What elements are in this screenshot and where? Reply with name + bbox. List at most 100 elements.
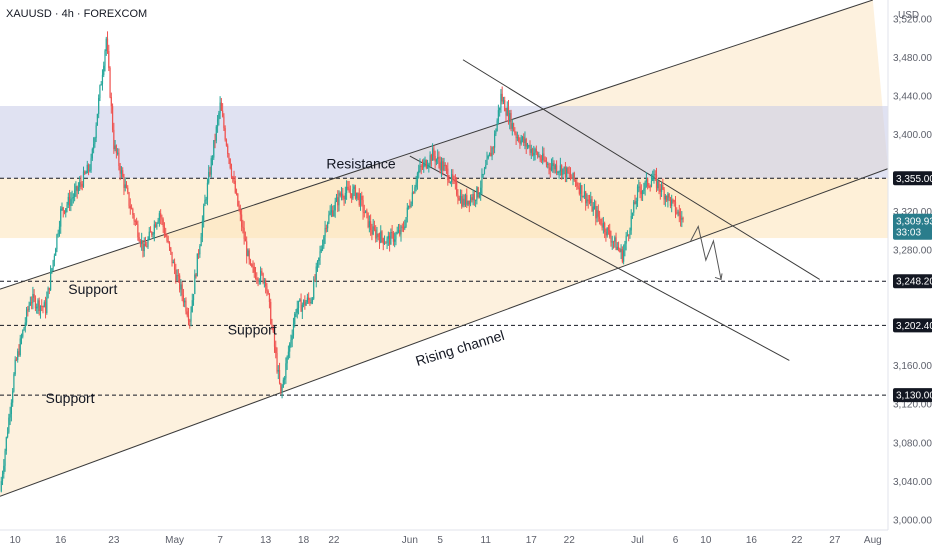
candle-body <box>358 193 360 206</box>
candle-body <box>158 213 160 221</box>
candle-body <box>194 274 196 295</box>
candle-body <box>447 168 449 180</box>
candle-body <box>617 246 620 250</box>
candle-body <box>435 159 438 162</box>
candle-body <box>172 261 174 264</box>
candle-body <box>404 226 406 229</box>
candle-body <box>347 186 349 189</box>
candle-body <box>99 85 101 98</box>
candle-body <box>67 196 69 205</box>
candle-body <box>583 191 586 197</box>
support-label: Support <box>46 390 95 406</box>
candle-body <box>182 295 185 303</box>
candle-body <box>423 162 425 168</box>
candle-body <box>658 181 660 189</box>
candle-body <box>18 351 20 355</box>
candle-body <box>166 236 168 241</box>
candle-body <box>281 386 283 392</box>
candle-body <box>300 299 302 312</box>
candle-body <box>654 174 656 176</box>
candle-body <box>537 152 539 157</box>
projection-arrow-icon <box>714 273 723 281</box>
candle-body <box>614 237 616 242</box>
candle-body <box>280 383 282 392</box>
candle-body <box>371 230 373 235</box>
candle-body <box>553 163 555 170</box>
candle-body <box>196 253 198 277</box>
level-tag <box>893 318 932 333</box>
candle-body <box>668 193 670 198</box>
candle-body <box>648 186 650 188</box>
x-tick-label: 7 <box>217 535 223 546</box>
x-tick-label: May <box>165 535 184 546</box>
candle-body <box>270 301 272 324</box>
candle-body <box>338 193 340 206</box>
candle-body <box>1 474 4 482</box>
candle-body <box>325 227 327 229</box>
candle-body <box>463 198 465 205</box>
x-tick-label: 18 <box>298 535 310 546</box>
y-tick-label: 3,440.00 <box>893 91 932 102</box>
candle-body <box>63 210 66 213</box>
candle-body <box>134 221 136 223</box>
candle-body <box>433 148 435 157</box>
candle-body <box>480 187 482 194</box>
candle-body <box>91 148 93 159</box>
x-tick-label: Jun <box>402 535 418 546</box>
time-axis[interactable] <box>0 530 888 550</box>
candle-body <box>138 237 140 242</box>
candle-body <box>420 165 422 167</box>
candle-body <box>36 306 38 309</box>
candle-body <box>109 67 111 98</box>
candle-body <box>324 227 326 237</box>
candle-body <box>626 234 629 236</box>
candle-body <box>299 299 301 301</box>
candle-body <box>411 192 413 205</box>
candle-body <box>595 206 597 219</box>
candle-body <box>533 152 535 156</box>
candle-body <box>419 165 421 171</box>
candle-body <box>225 139 228 146</box>
candle-body <box>370 221 372 231</box>
candle-body <box>137 224 139 238</box>
x-tick-label: 27 <box>829 535 841 546</box>
candle-body <box>203 205 205 221</box>
candle-body <box>76 186 78 192</box>
candle-body <box>323 236 325 247</box>
candle-body <box>645 178 647 182</box>
candle-body <box>523 136 525 143</box>
candle-body <box>457 194 459 198</box>
candle-body <box>363 212 365 214</box>
candle-body <box>660 185 663 192</box>
candle-body <box>635 201 637 205</box>
candle-body <box>633 201 635 213</box>
candle-body <box>383 242 386 244</box>
candle-body <box>254 272 257 279</box>
candle-body <box>33 294 35 298</box>
candle-body <box>605 232 607 236</box>
candle-body <box>550 166 553 171</box>
candle-body <box>148 231 150 240</box>
candle-body <box>663 189 665 200</box>
candle-body <box>179 275 181 290</box>
candle-body <box>574 180 577 183</box>
candle-body <box>518 137 520 142</box>
candle-body <box>364 210 367 213</box>
candle-body <box>516 137 518 139</box>
candle-body <box>442 161 444 171</box>
candle-body <box>572 172 574 179</box>
candle-body <box>421 166 424 168</box>
candle-body <box>85 173 87 175</box>
candle-body <box>438 156 440 163</box>
candle-body <box>71 198 73 200</box>
candle-body <box>28 305 30 311</box>
candle-body <box>444 164 446 167</box>
candle-body <box>313 279 315 299</box>
candle-body <box>386 238 388 243</box>
candle-body <box>249 259 252 265</box>
candle-body <box>530 149 532 153</box>
candle-body <box>257 278 259 282</box>
candle-body <box>591 199 593 212</box>
candle-body <box>114 145 116 150</box>
